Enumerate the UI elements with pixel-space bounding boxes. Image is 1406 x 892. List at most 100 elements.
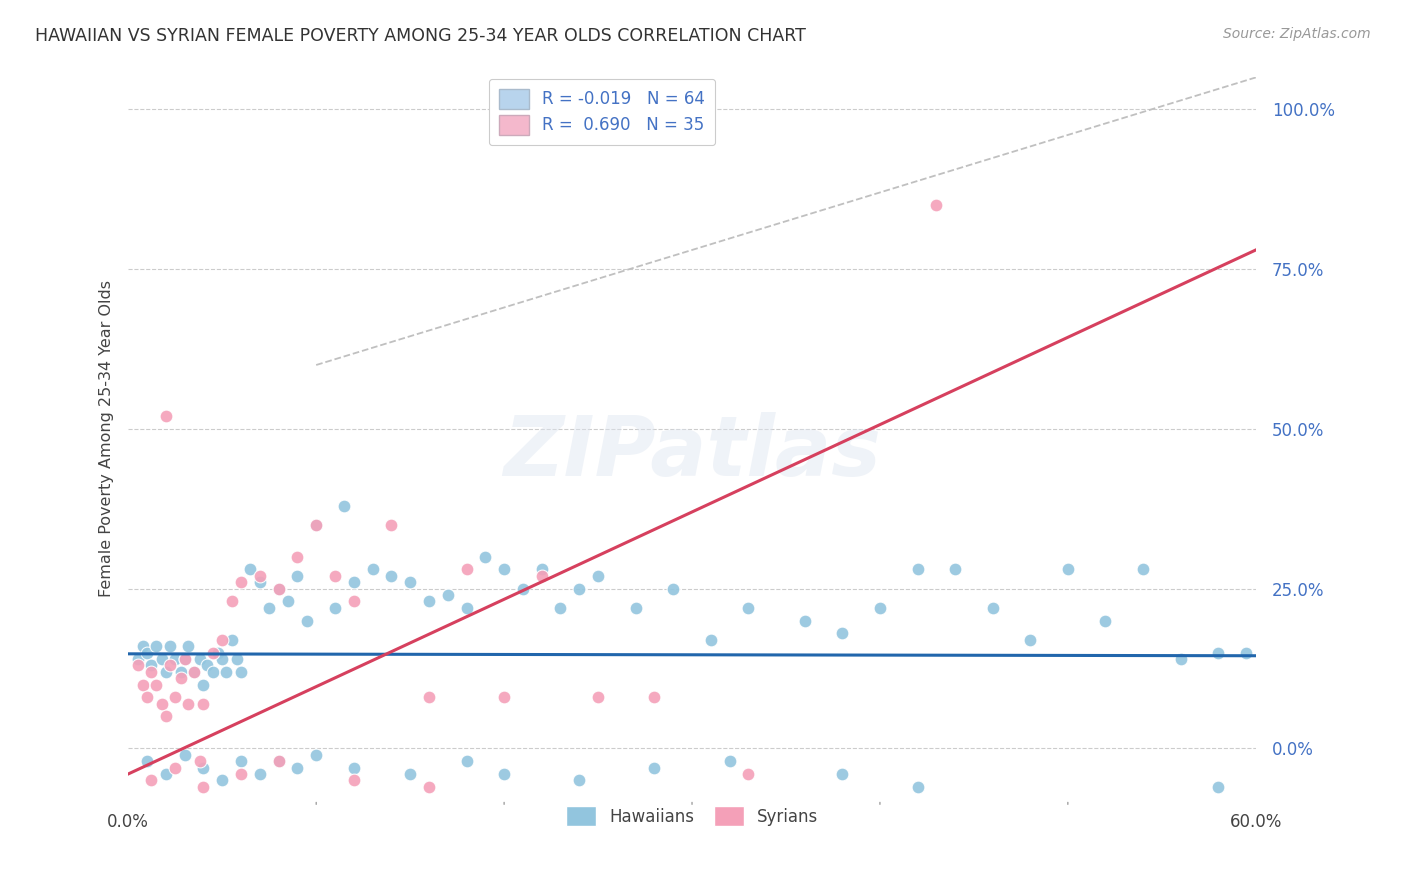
Point — [831, 626, 853, 640]
Point — [624, 600, 647, 615]
Point — [793, 614, 815, 628]
Point — [155, 767, 177, 781]
Point — [177, 639, 200, 653]
Point — [170, 671, 193, 685]
Point — [869, 600, 891, 615]
Point — [229, 754, 252, 768]
Point — [211, 632, 233, 647]
Point — [662, 582, 685, 596]
Point — [1170, 652, 1192, 666]
Point — [1206, 646, 1229, 660]
Point — [229, 575, 252, 590]
Point — [907, 562, 929, 576]
Point — [195, 658, 218, 673]
Point — [170, 665, 193, 679]
Point — [305, 747, 328, 762]
Point — [207, 646, 229, 660]
Point — [287, 569, 309, 583]
Point — [193, 780, 215, 794]
Point — [343, 575, 366, 590]
Point — [155, 409, 177, 423]
Point — [221, 632, 243, 647]
Point — [831, 767, 853, 781]
Point — [183, 665, 205, 679]
Point — [399, 767, 422, 781]
Point — [380, 517, 402, 532]
Point — [737, 600, 759, 615]
Point — [418, 690, 440, 705]
Point — [943, 562, 966, 576]
Text: Source: ZipAtlas.com: Source: ZipAtlas.com — [1223, 27, 1371, 41]
Point — [418, 594, 440, 608]
Point — [229, 665, 252, 679]
Point — [267, 582, 290, 596]
Text: HAWAIIAN VS SYRIAN FEMALE POVERTY AMONG 25-34 YEAR OLDS CORRELATION CHART: HAWAIIAN VS SYRIAN FEMALE POVERTY AMONG … — [35, 27, 806, 45]
Point — [456, 754, 478, 768]
Point — [183, 665, 205, 679]
Point — [530, 562, 553, 576]
Point — [193, 677, 215, 691]
Point — [139, 658, 162, 673]
Point — [700, 632, 723, 647]
Point — [257, 600, 280, 615]
Point — [333, 499, 356, 513]
Point — [456, 600, 478, 615]
Point — [211, 652, 233, 666]
Point — [150, 697, 173, 711]
Point — [1132, 562, 1154, 576]
Point — [456, 562, 478, 576]
Point — [132, 677, 155, 691]
Point — [193, 697, 215, 711]
Point — [173, 652, 195, 666]
Point — [494, 767, 516, 781]
Point — [494, 562, 516, 576]
Point — [418, 780, 440, 794]
Point — [343, 773, 366, 788]
Point — [239, 562, 262, 576]
Point — [586, 690, 609, 705]
Point — [925, 198, 948, 212]
Point — [568, 773, 591, 788]
Point — [907, 780, 929, 794]
Point — [1094, 614, 1116, 628]
Point — [215, 665, 238, 679]
Point — [267, 754, 290, 768]
Point — [343, 594, 366, 608]
Point — [249, 569, 271, 583]
Point — [249, 575, 271, 590]
Point — [295, 614, 318, 628]
Point — [127, 652, 149, 666]
Point — [145, 677, 167, 691]
Point — [229, 767, 252, 781]
Point — [139, 665, 162, 679]
Point — [136, 690, 159, 705]
Point — [173, 652, 195, 666]
Point — [277, 594, 299, 608]
Point — [399, 575, 422, 590]
Point — [305, 517, 328, 532]
Point — [643, 690, 665, 705]
Point — [201, 665, 224, 679]
Point — [550, 600, 572, 615]
Point — [155, 665, 177, 679]
Point — [474, 549, 496, 564]
Point — [361, 562, 384, 576]
Point — [737, 767, 759, 781]
Point — [305, 517, 328, 532]
Point — [188, 754, 211, 768]
Point — [211, 773, 233, 788]
Point — [226, 652, 249, 666]
Point — [127, 658, 149, 673]
Point — [150, 652, 173, 666]
Point — [165, 761, 187, 775]
Point — [221, 594, 243, 608]
Point — [586, 569, 609, 583]
Point — [568, 582, 591, 596]
Point — [1019, 632, 1042, 647]
Point — [267, 582, 290, 596]
Point — [173, 747, 195, 762]
Point — [436, 588, 458, 602]
Point — [136, 754, 159, 768]
Point — [287, 549, 309, 564]
Point — [159, 639, 181, 653]
